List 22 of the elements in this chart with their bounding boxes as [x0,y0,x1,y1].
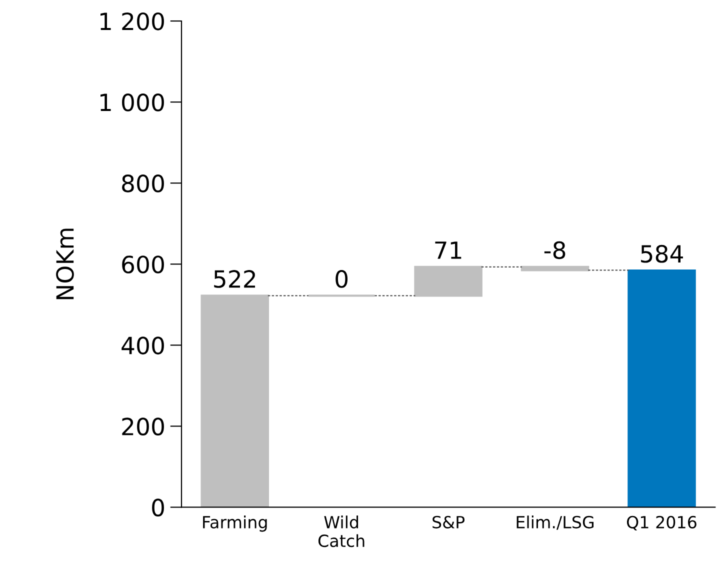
x-tick-label: Wild Catch [318,516,364,548]
data-label: 584 [641,244,683,263]
x-tick-label: Q1 2016 [626,516,696,530]
y-tick-label: 400 [122,336,164,354]
y-tick-label: 200 [122,418,164,436]
data-label: 71 [435,242,462,259]
data-label: 0 [336,270,348,288]
y-tick-label: 0 [152,498,164,517]
bar [628,270,696,508]
y-tick-label: 800 [122,174,164,192]
x-tick-label: Farming [203,516,267,532]
y-axis-title: NOKm [56,228,74,300]
data-label: 522 [214,270,256,288]
y-tick-label: 1 200 [100,12,164,30]
x-tick-label: Elim./LSG [516,516,594,530]
data-label: -8 [544,241,566,260]
bar [200,294,269,508]
y-tick-label: 1 000 [100,93,164,112]
bar [520,266,590,272]
bar [414,266,482,297]
x-tick-label: S&P [432,516,465,528]
y-tick-label: 600 [122,256,164,274]
